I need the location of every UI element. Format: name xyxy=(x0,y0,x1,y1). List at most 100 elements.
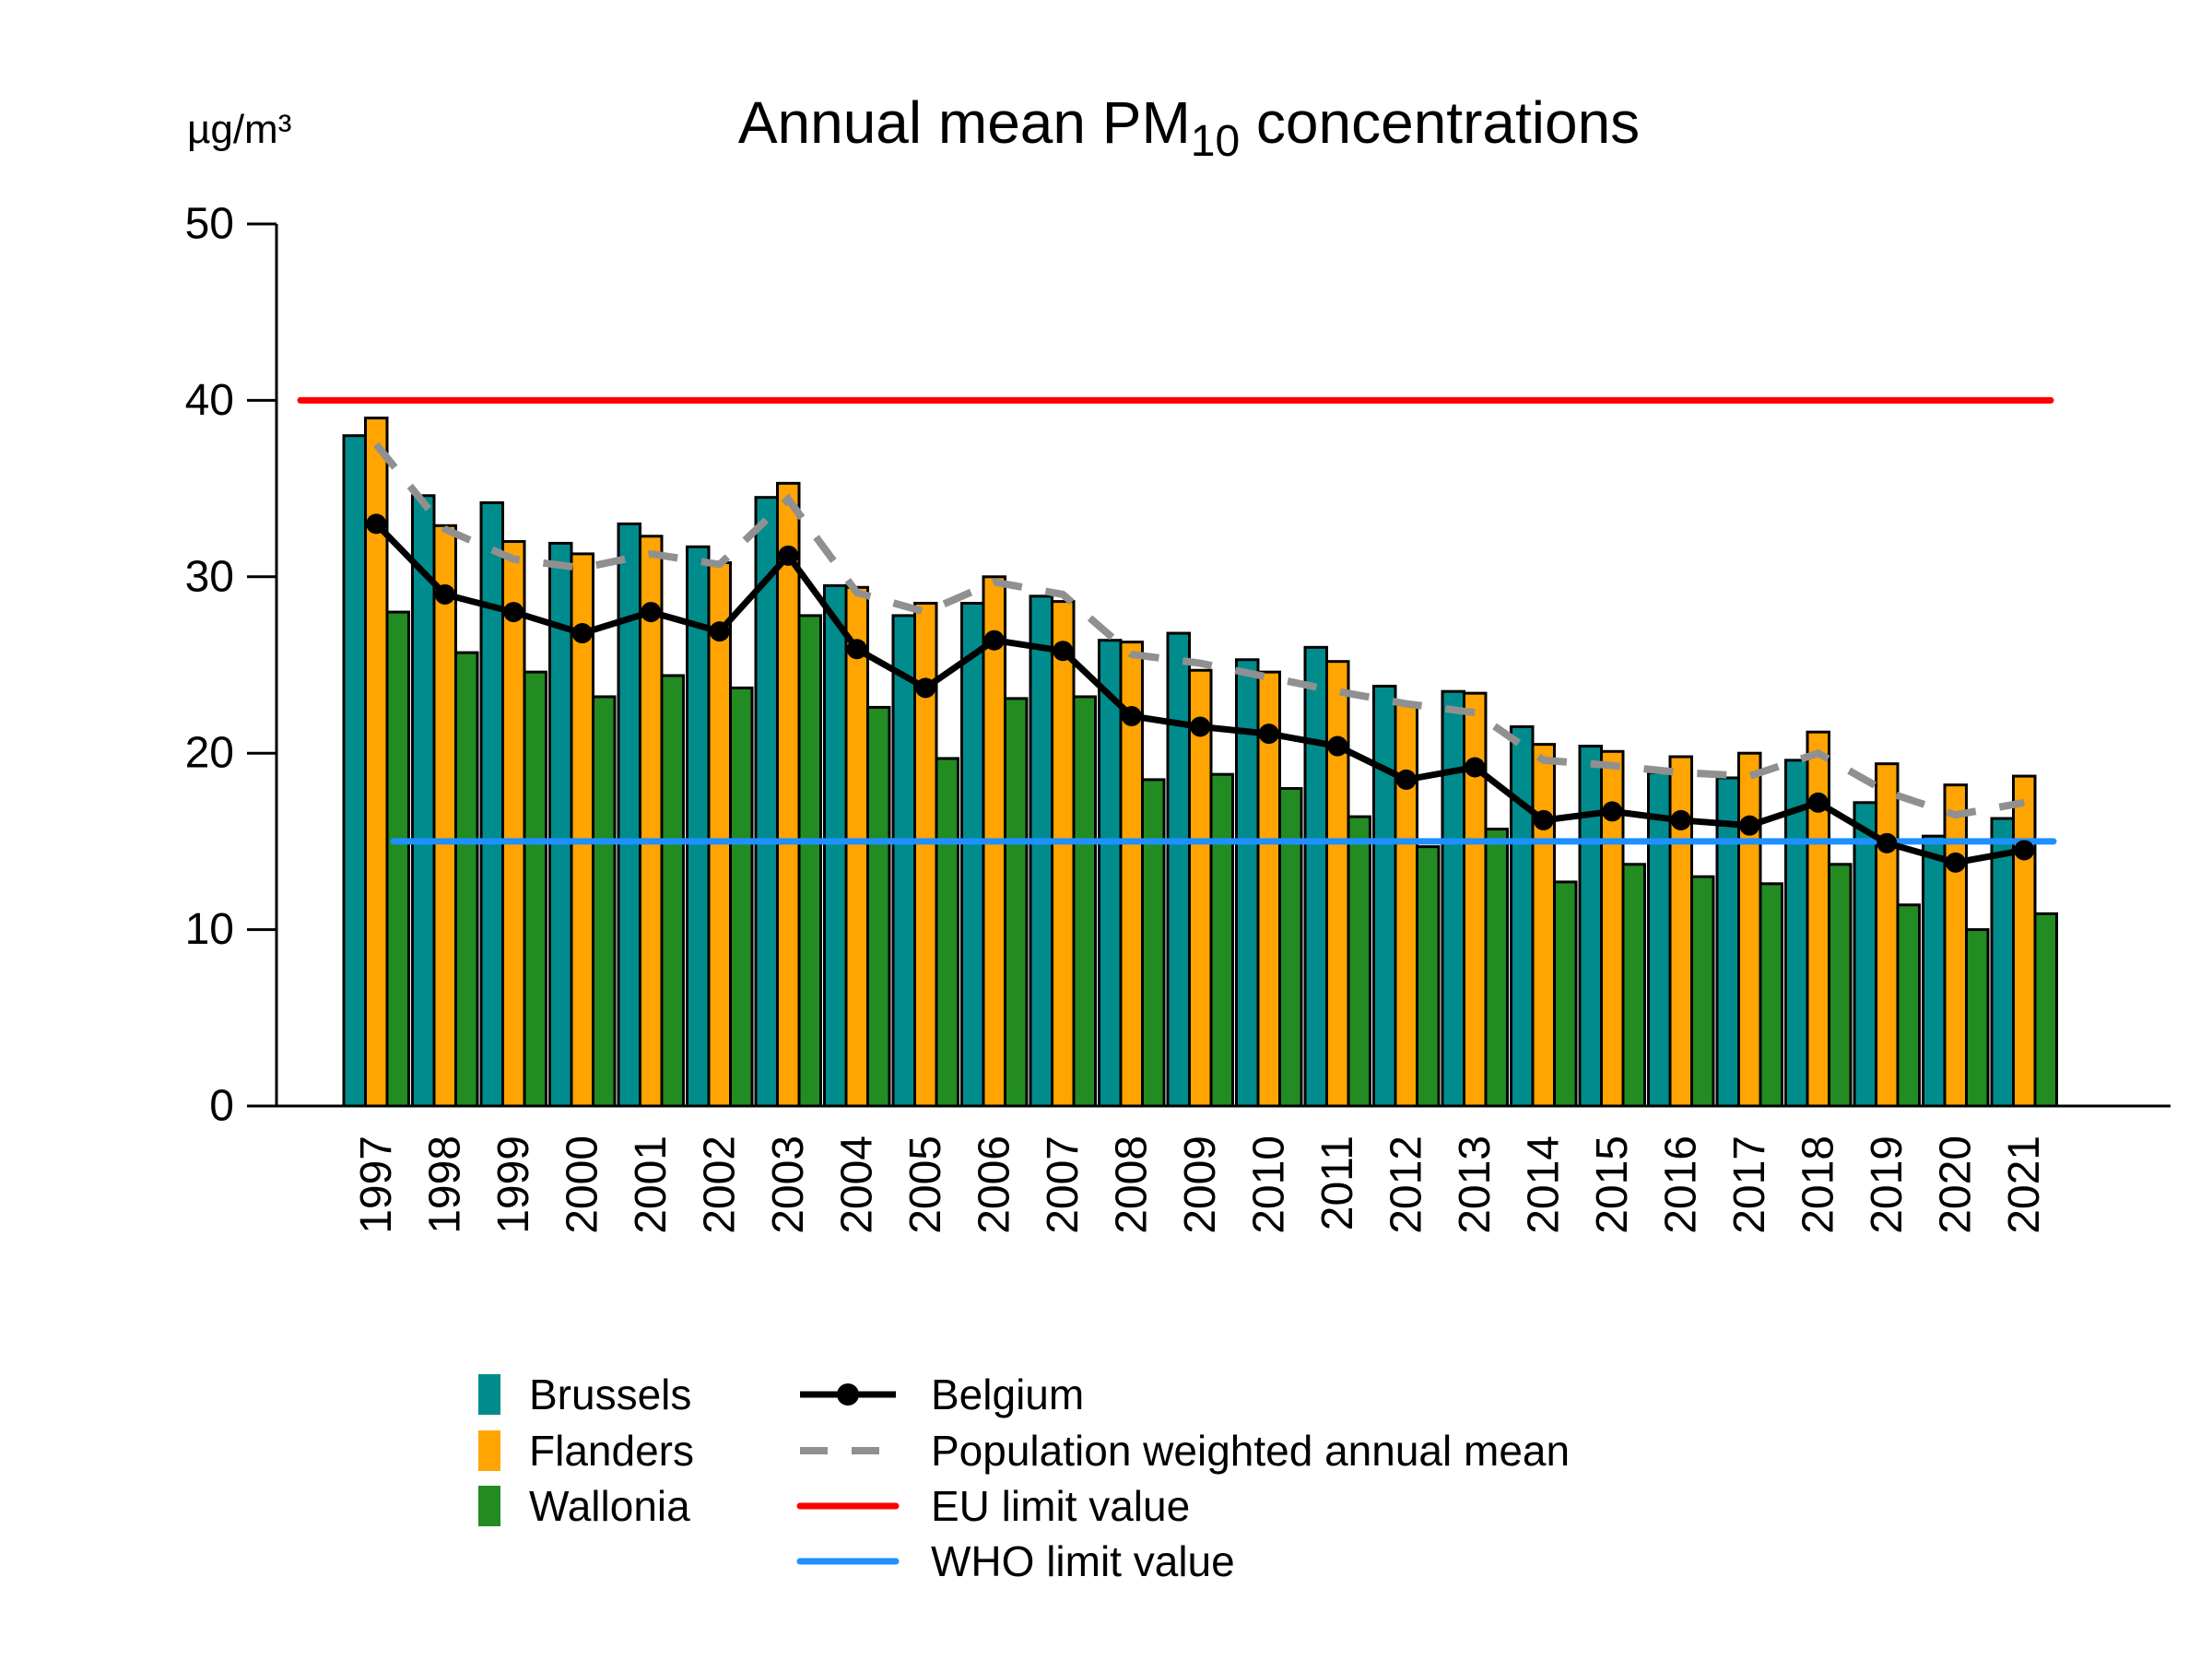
bar-brussels-2014 xyxy=(1510,724,1535,1108)
belgium-point-2000 xyxy=(571,623,593,644)
bar-flanders-1998 xyxy=(432,524,457,1108)
bar-wallonia-2015 xyxy=(1621,863,1646,1108)
bar-flanders-2011 xyxy=(1325,660,1350,1108)
x-tick-label-2000: 2000 xyxy=(558,1135,606,1234)
bar-brussels-2021 xyxy=(1990,817,2015,1108)
belgium-point-2020 xyxy=(1945,852,1966,873)
bar-wallonia-2017 xyxy=(1759,882,1783,1108)
bar-brussels-2004 xyxy=(823,583,848,1108)
belgium-point-2011 xyxy=(1327,735,1348,757)
bar-brussels-2005 xyxy=(891,614,916,1108)
legend-label-brussels: Brussels xyxy=(529,1371,692,1418)
bar-flanders-2019 xyxy=(1875,762,1900,1108)
y-tick-label-0: 0 xyxy=(209,1082,234,1131)
bar-wallonia-2020 xyxy=(1965,928,1990,1108)
belgium-point-2017 xyxy=(1739,815,1760,836)
belgium-point-1997 xyxy=(366,513,387,535)
bar-brussels-1998 xyxy=(411,494,436,1108)
legend-swatch-wallonia xyxy=(478,1486,500,1526)
population-weighted-line xyxy=(373,441,2025,819)
belgium-point-2010 xyxy=(1258,724,1279,745)
x-tick-label-2019: 2019 xyxy=(1863,1135,1912,1234)
bar-flanders-2003 xyxy=(776,481,801,1108)
x-tick-label-2011: 2011 xyxy=(1313,1135,1362,1230)
bar-flanders-2004 xyxy=(844,585,869,1108)
bar-flanders-2021 xyxy=(2012,774,2037,1108)
x-tick-label-2016: 2016 xyxy=(1656,1135,1705,1234)
legend-label-flanders: Flanders xyxy=(529,1427,694,1475)
x-tick-label-2008: 2008 xyxy=(1107,1135,1156,1234)
legend-label-belgium: Belgium xyxy=(931,1371,1085,1418)
x-tick-label-2010: 2010 xyxy=(1244,1135,1293,1234)
bar-flanders-2014 xyxy=(1531,743,1556,1108)
bar-wallonia-2009 xyxy=(1209,772,1234,1108)
bar-wallonia-2008 xyxy=(1141,778,1166,1108)
bar-brussels-2015 xyxy=(1578,745,1603,1108)
x-tick-label-2005: 2005 xyxy=(901,1135,950,1234)
bar-wallonia-2014 xyxy=(1553,880,1578,1108)
bar-brussels-2010 xyxy=(1235,658,1260,1108)
x-tick-label-2021: 2021 xyxy=(2000,1135,2049,1234)
title-subscript: 10 xyxy=(1190,117,1241,166)
bar-wallonia-2016 xyxy=(1690,875,1715,1108)
bar-flanders-2002 xyxy=(707,560,732,1108)
bar-wallonia-2002 xyxy=(729,686,754,1108)
belgium-point-2002 xyxy=(709,621,730,642)
belgium-point-2014 xyxy=(1533,809,1554,830)
legend-swatch-belgium xyxy=(800,1383,896,1406)
x-tick-label-2014: 2014 xyxy=(1519,1135,1568,1234)
x-tick-label-2002: 2002 xyxy=(695,1135,744,1234)
x-tick-label-2013: 2013 xyxy=(1451,1135,1500,1234)
x-tick-label-2018: 2018 xyxy=(1794,1135,1842,1234)
belgium-point-2013 xyxy=(1465,757,1486,778)
belgium-point-2006 xyxy=(983,629,1005,651)
y-axis-unit-label: µg/m³ xyxy=(187,107,292,152)
bar-flanders-2012 xyxy=(1394,702,1418,1108)
legend-swatch-who-limit xyxy=(796,1558,900,1565)
bar-wallonia-2006 xyxy=(1004,697,1029,1108)
bar-wallonia-2010 xyxy=(1278,786,1303,1108)
belgium-point-2015 xyxy=(1602,801,1623,822)
y-tick-label-50: 50 xyxy=(185,200,234,249)
bar-wallonia-2021 xyxy=(2033,912,2058,1108)
y-tick-label-30: 30 xyxy=(185,552,234,601)
x-tick-label-1999: 1999 xyxy=(489,1135,538,1234)
legend-label-wallonia: Wallonia xyxy=(529,1482,690,1530)
bar-flanders-2017 xyxy=(1737,751,1762,1108)
legend-label-who-limit: WHO limit value xyxy=(931,1537,1235,1585)
bar-flanders-2007 xyxy=(1051,600,1076,1108)
bar-brussels-2012 xyxy=(1372,684,1397,1108)
x-tick-label-2003: 2003 xyxy=(764,1135,813,1234)
bar-brussels-2011 xyxy=(1303,645,1328,1108)
x-tick-label-1997: 1997 xyxy=(352,1135,401,1234)
belgium-point-2016 xyxy=(1670,809,1691,830)
x-tick-label-2020: 2020 xyxy=(1931,1135,1980,1234)
belgium-point-2009 xyxy=(1190,716,1211,737)
bar-wallonia-2003 xyxy=(797,614,822,1108)
legend-swatch-population-weighted xyxy=(800,1447,896,1454)
belgium-point-2007 xyxy=(1053,641,1074,662)
bar-wallonia-1997 xyxy=(385,610,410,1108)
bar-wallonia-2000 xyxy=(592,695,617,1108)
bar-wallonia-2012 xyxy=(1416,845,1441,1108)
belgium-point-2021 xyxy=(2014,840,2035,861)
belgium-point-2018 xyxy=(1807,792,1829,813)
bar-flanders-1999 xyxy=(501,540,526,1108)
legend-swatch-eu-limit xyxy=(796,1502,900,1510)
x-tick-label-2015: 2015 xyxy=(1588,1135,1637,1234)
bar-wallonia-2018 xyxy=(1828,863,1853,1108)
legend-swatch-flanders xyxy=(478,1430,500,1471)
belgium-point-2003 xyxy=(778,545,799,566)
y-tick-label-20: 20 xyxy=(185,729,234,778)
bar-wallonia-2011 xyxy=(1347,815,1371,1108)
bar-wallonia-2013 xyxy=(1484,828,1509,1108)
bar-brussels-2016 xyxy=(1647,771,1672,1108)
belgium-point-2005 xyxy=(915,677,936,699)
belgium-point-2001 xyxy=(641,602,662,623)
page-title: Annual mean PM10 concentrations xyxy=(737,89,1641,166)
bar-flanders-2020 xyxy=(1943,783,1968,1108)
x-tick-label-2004: 2004 xyxy=(832,1135,881,1234)
bar-brussels-2007 xyxy=(1029,594,1053,1108)
bar-wallonia-1999 xyxy=(523,670,547,1108)
